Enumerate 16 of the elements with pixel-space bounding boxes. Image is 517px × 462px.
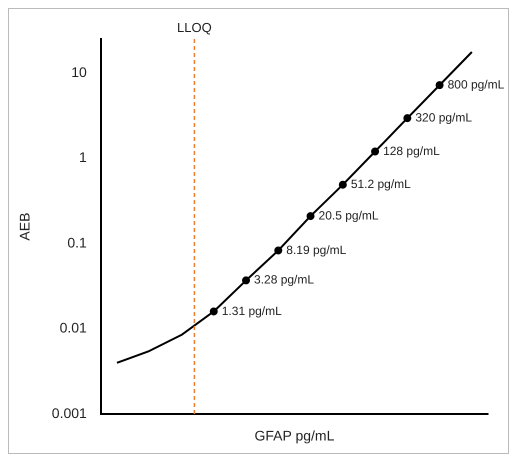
annotation: 800 pg/mL — [448, 77, 505, 92]
text: LLOQ — [177, 20, 212, 36]
x-axis-title: GFAP pg/mL — [254, 427, 335, 444]
annotation: 20.5 pg/mL — [318, 208, 379, 222]
annotation: 320 pg/mL — [415, 110, 472, 124]
annotation: 1.31 pg/mL — [222, 304, 282, 318]
y-axis-title: AEB — [16, 212, 32, 241]
annotation: 3.28 pg/mL — [254, 272, 314, 287]
y-tick-label: 1 — [79, 149, 88, 166]
annotation: 128 pg/mL — [383, 144, 440, 158]
y-tick-label: 10 — [71, 64, 88, 80]
annotation: 51.2 pg/mL — [350, 177, 412, 192]
y-tick-label: 0.001 — [52, 405, 88, 422]
y-tick-label: 0.01 — [60, 320, 88, 336]
annotation: 8.19 pg/mL — [286, 242, 347, 257]
y-tick-label: 0.1 — [67, 234, 88, 250]
